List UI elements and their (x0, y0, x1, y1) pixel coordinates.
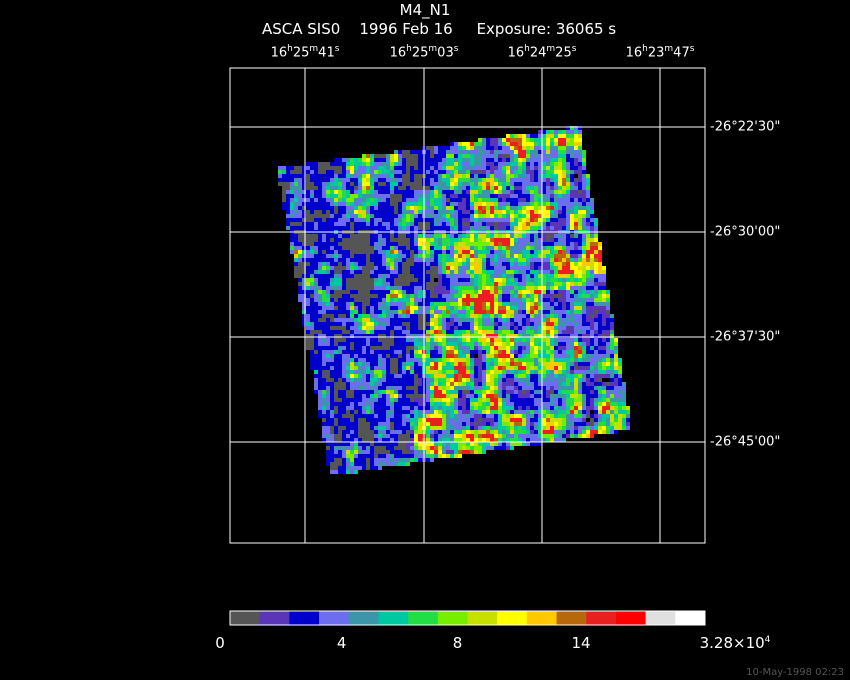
colorbar-swatch (408, 611, 439, 625)
colorbar-swatch (230, 611, 261, 625)
colorbar-tick-label: 14 (571, 634, 591, 652)
timestamp: 10-May-1998 02:23 (746, 667, 844, 678)
colorbar-swatch (645, 611, 676, 625)
coordinate-grid (230, 68, 705, 543)
colorbar-swatch (556, 611, 587, 625)
colorbar-swatch (526, 611, 558, 625)
dec-tick-label: -26°30'00" (710, 224, 781, 240)
image-frame (229, 67, 706, 544)
colorbar-tick-label: 3.28×104 (699, 634, 771, 652)
ra-tick-label: 16h24m25s (507, 44, 577, 61)
dec-tick-label: -26°37'30" (710, 329, 781, 345)
intensity-map (278, 126, 630, 474)
colorbar-swatch (289, 611, 320, 625)
colorbar-frame (229, 610, 706, 626)
dec-tick-label: -26°22'30" (710, 119, 781, 135)
colorbar-tick-label: 4 (336, 634, 347, 652)
colorbar-swatch (378, 611, 409, 625)
colorbar-swatch (319, 611, 350, 625)
colorbar-swatch (437, 611, 468, 625)
colorbar-swatch (586, 611, 617, 625)
ra-tick-label: 16h23m47s (625, 44, 695, 61)
observation-info: ASCA SIS0 1996 Feb 16 Exposure: 36065 s (262, 20, 617, 38)
colorbar-swatch (259, 611, 290, 625)
colorbar-tick-label: 8 (452, 634, 463, 652)
dec-tick-label: -26°45'00" (710, 434, 781, 450)
colorbar-swatch (615, 611, 647, 625)
colorbar (229, 610, 706, 626)
colorbar-swatch (675, 611, 706, 625)
colorbar-swatch (467, 611, 498, 625)
image-title: M4_N1 (399, 1, 451, 19)
ra-tick-label: 16h25m03s (389, 44, 459, 61)
ra-tick-label: 16h25m41s (270, 44, 340, 61)
colorbar-swatch (497, 611, 528, 625)
colorbar-swatch (348, 611, 379, 625)
colorbar-tick-label: 0 (215, 634, 225, 652)
